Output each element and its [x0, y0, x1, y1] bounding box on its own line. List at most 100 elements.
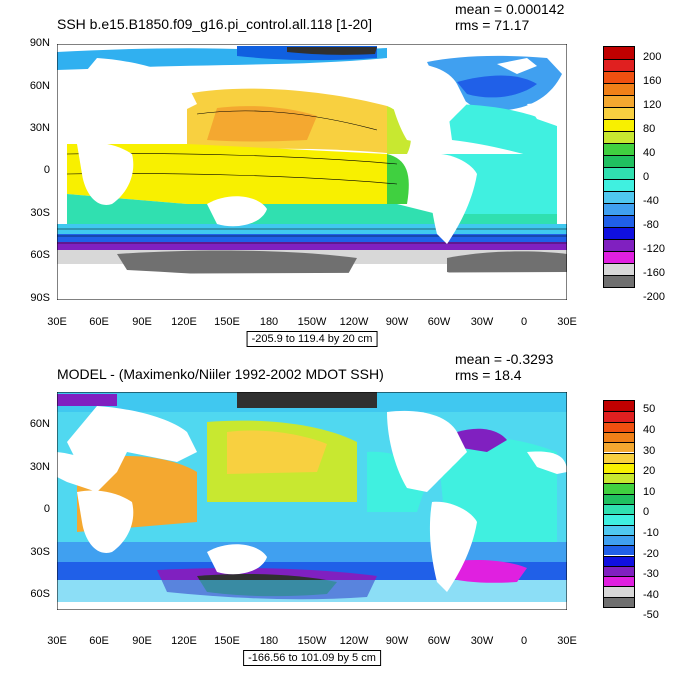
colorbar-swatch [604, 493, 634, 504]
panel2-lon-label: 120W [339, 635, 369, 647]
colorbar-label: 20 [643, 465, 656, 478]
colorbar-label: 160 [643, 75, 662, 87]
colorbar-label: 50 [643, 403, 656, 416]
colorbar-label: -10 [643, 526, 659, 539]
panel2-mean: mean = -0.3293 [455, 351, 554, 367]
colorbar-label: 10 [643, 485, 656, 498]
panel2-rms: rms = 18.4 [455, 367, 522, 383]
panel2-lon-label: 30E [47, 635, 67, 647]
panel1-lon-label: 60E [89, 316, 109, 328]
panel2-lon-label: 0 [520, 635, 528, 647]
panel1-lon-label: 30E [47, 316, 67, 328]
panel2-lat-label: 30S [30, 546, 50, 558]
panel1-lon-label: 120W [339, 316, 369, 328]
colorbar-swatch [604, 215, 634, 227]
colorbar-label: -30 [643, 568, 659, 581]
panel1-lon-label: 90E [132, 316, 152, 328]
colorbar-label: 40 [643, 147, 656, 159]
panel1-lat-label: 60S [30, 249, 50, 261]
colorbar-label: 80 [643, 123, 656, 135]
colorbar-swatch [604, 504, 634, 515]
panel2-lon-label: 150W [297, 635, 327, 647]
panel1-lon-label: 0 [520, 316, 528, 328]
colorbar-swatch [604, 143, 634, 155]
panel1-colorbar [603, 46, 635, 288]
colorbar-swatch [604, 473, 634, 484]
colorbar-label: -40 [643, 195, 659, 207]
colorbar-swatch [604, 167, 634, 179]
panel2-lat-label: 60S [30, 588, 50, 600]
colorbar-swatch [604, 203, 634, 215]
colorbar-swatch [604, 421, 634, 432]
panel2-lat-label: 30N [29, 461, 50, 473]
colorbar-swatch [604, 95, 634, 107]
colorbar-swatch [604, 442, 634, 453]
colorbar-swatch [604, 565, 634, 577]
panel2-contour-info: -166.56 to 101.09 by 5 cm [243, 650, 381, 666]
colorbar-label: 120 [643, 99, 662, 111]
colorbar-swatch [604, 71, 634, 83]
panel1-lon-label: 180 [259, 316, 279, 328]
colorbar-swatch [604, 596, 634, 607]
colorbar-label: 200 [643, 51, 662, 63]
panel1-lat-label: 30N [29, 122, 50, 134]
colorbar-swatch [604, 576, 634, 587]
colorbar-label: -80 [643, 219, 659, 231]
colorbar-swatch [604, 119, 634, 131]
colorbar-label: 0 [643, 506, 650, 519]
colorbar-swatch [604, 411, 634, 422]
colorbar-swatch [604, 191, 634, 203]
colorbar-swatch [604, 431, 634, 443]
panel2-lon-label: 120E [171, 635, 197, 647]
colorbar-swatch [604, 251, 634, 263]
colorbar-swatch [604, 452, 634, 463]
panel1-lat-label: 90S [30, 292, 50, 304]
colorbar-label: -200 [643, 291, 666, 303]
colorbar-swatch [604, 555, 634, 566]
panel2-lon-label: 30E [557, 635, 577, 647]
colorbar-swatch [604, 514, 634, 525]
panel1-lon-label: 150W [297, 316, 327, 328]
colorbar-swatch [604, 227, 634, 239]
panel2-lat-label: 60N [29, 418, 50, 430]
colorbar-swatch [604, 59, 634, 71]
panel2-lon-label: 90E [132, 635, 152, 647]
panel1-contour-info: -205.9 to 119.4 by 20 cm [246, 331, 378, 347]
panel2-lon-label: 60W [427, 635, 451, 647]
colorbar-swatch [604, 263, 634, 275]
colorbar-label: -160 [643, 267, 666, 279]
colorbar-label: 0 [643, 171, 650, 183]
panel1-lon-label: 60W [427, 316, 451, 328]
colorbar-swatch [604, 107, 634, 119]
colorbar-swatch [604, 179, 634, 191]
colorbar-label: -40 [643, 588, 659, 601]
colorbar-swatch [604, 534, 634, 546]
colorbar-swatch [604, 483, 634, 494]
colorbar-swatch [604, 524, 634, 535]
colorbar-label: 40 [643, 423, 656, 436]
colorbar-label: 30 [643, 444, 656, 457]
panel1-mean: mean = 0.000142 [455, 1, 565, 17]
panel1-lat-label: 30S [30, 207, 50, 219]
panel2-lon-label: 90W [385, 635, 409, 647]
panel1-lon-label: 30W [470, 316, 494, 328]
colorbar-swatch [604, 545, 634, 556]
panel1-lon-label: 120E [171, 316, 197, 328]
panel1-lon-label: 30E [557, 316, 577, 328]
colorbar-swatch [604, 131, 634, 143]
panel2-lon-label: 150E [214, 635, 240, 647]
panel2-map [57, 392, 567, 610]
panel1-lat-label: 60N [29, 80, 50, 92]
panel1-lat-label: 0 [43, 164, 50, 176]
panel1-rms: rms = 71.17 [455, 17, 530, 33]
panel1-lon-label: 90W [385, 316, 409, 328]
colorbar-label: -50 [643, 609, 659, 622]
panel2-lon-label: 180 [259, 635, 279, 647]
colorbar-swatch [604, 155, 634, 167]
panel2-lon-label: 60E [89, 635, 109, 647]
colorbar-swatch [604, 462, 634, 474]
colorbar-swatch [604, 586, 634, 597]
colorbar-swatch [604, 47, 634, 59]
panel1-title: SSH b.e15.B1850.f09_g16.pi_control.all.1… [57, 16, 372, 32]
panel1-map [57, 44, 567, 300]
